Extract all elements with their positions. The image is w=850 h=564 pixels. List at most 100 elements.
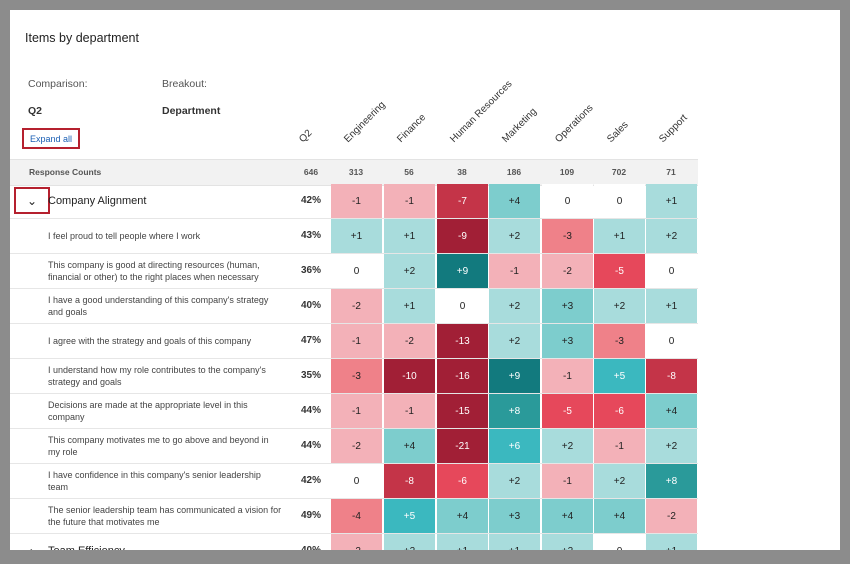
item-label: The senior leadership team has communica… <box>48 505 282 527</box>
heat-cell: +1 <box>384 219 435 253</box>
column-header: Marketing <box>500 106 540 145</box>
item-label: I feel proud to tell people where I work <box>48 231 201 241</box>
counts-row <box>10 159 698 186</box>
item-label: I have confidence in this company's seni… <box>48 470 261 492</box>
response-count: 109 <box>559 167 575 177</box>
heat-cell: +4 <box>384 429 435 463</box>
heat-cell: +1 <box>646 534 697 550</box>
column-header: Sales <box>605 119 631 145</box>
heat-cell: 0 <box>594 534 645 550</box>
score: 40% <box>291 545 331 550</box>
heat-cell: +3 <box>489 499 540 533</box>
heat-cell: +2 <box>646 429 697 463</box>
heat-cell: -4 <box>331 499 382 533</box>
heat-cell: -15 <box>437 394 488 428</box>
modal-title: Items by department <box>25 31 139 45</box>
row-divider <box>10 498 698 499</box>
heat-cell: +2 <box>489 219 540 253</box>
comparison-value: Q2 <box>28 105 43 117</box>
row-divider <box>10 533 698 534</box>
heat-cell: -8 <box>384 464 435 498</box>
heat-cell: -1 <box>331 394 382 428</box>
comparison-label: Comparison: <box>28 78 88 90</box>
heat-cell: +4 <box>542 499 593 533</box>
heat-cell: +2 <box>594 289 645 323</box>
heat-cell: +4 <box>437 499 488 533</box>
heat-cell: -16 <box>437 359 488 393</box>
score: 44% <box>300 440 321 451</box>
heat-cell: +5 <box>594 359 645 393</box>
modal: Items by department Comparison: Q2 Break… <box>10 10 840 550</box>
score: 36% <box>300 265 321 276</box>
row-divider <box>10 218 698 219</box>
heat-cell: +9 <box>437 254 488 288</box>
heat-cell: +4 <box>646 394 697 428</box>
item-label: This company motivates me to go above an… <box>48 435 269 457</box>
score: 40% <box>300 300 321 311</box>
heat-cell: -13 <box>437 324 488 358</box>
heat-cell: +2 <box>489 324 540 358</box>
score: 49% <box>300 510 321 521</box>
heat-cell: -7 <box>437 184 488 218</box>
response-count: 56 <box>404 167 414 177</box>
heat-cell: -1 <box>331 184 382 218</box>
heat-cell: +6 <box>489 429 540 463</box>
heat-cell: -21 <box>437 429 488 463</box>
row-divider <box>10 393 698 394</box>
breakout-value: Department <box>162 105 221 117</box>
heat-cell: -1 <box>542 359 593 393</box>
collapse-button[interactable]: ⌄ <box>14 187 50 214</box>
heat-cell: -3 <box>594 324 645 358</box>
response-count: 646 <box>303 167 319 177</box>
item-label: Decisions are made at the appropriate le… <box>48 400 248 422</box>
heat-cell: -2 <box>646 499 697 533</box>
score: 43% <box>300 230 321 241</box>
heat-cell: +3 <box>542 289 593 323</box>
item-label: I understand how my role contributes to … <box>48 365 266 387</box>
heat-cell: +8 <box>489 394 540 428</box>
heat-cell: +1 <box>437 534 488 550</box>
heat-cell: -8 <box>646 359 697 393</box>
item-label: This company is good at directing resour… <box>48 260 260 282</box>
row-divider <box>10 358 698 359</box>
heat-cell: +4 <box>594 499 645 533</box>
item-label: I agree with the strategy and goals of t… <box>48 336 252 346</box>
heat-cell: +1 <box>646 184 697 218</box>
heat-cell: -2 <box>542 254 593 288</box>
heat-cell: +1 <box>489 534 540 550</box>
heat-cell: 0 <box>437 289 488 323</box>
heat-cell: +1 <box>384 289 435 323</box>
breakout-label: Breakout: <box>162 78 207 90</box>
expand-button[interactable]: › <box>30 544 34 550</box>
heat-cell: -2 <box>331 289 382 323</box>
heat-cell: +2 <box>384 254 435 288</box>
row-divider <box>10 463 698 464</box>
heat-cell: -2 <box>331 534 382 550</box>
expand-all-button[interactable]: Expand all <box>22 128 80 149</box>
response-count: 313 <box>348 167 364 177</box>
heat-cell: 0 <box>331 254 382 288</box>
heat-cell: +2 <box>542 534 593 550</box>
heat-cell: +8 <box>646 464 697 498</box>
heat-cell: +2 <box>384 534 435 550</box>
row-divider <box>10 323 698 324</box>
heat-cell: +4 <box>489 184 540 218</box>
counts-label: Response Counts <box>29 167 102 177</box>
heat-cell: +1 <box>594 219 645 253</box>
score: 47% <box>300 335 321 346</box>
heat-cell: 0 <box>646 324 697 358</box>
score: 35% <box>300 370 321 381</box>
heat-cell: 0 <box>594 184 645 218</box>
row-divider <box>10 288 698 289</box>
heat-cell: -1 <box>384 394 435 428</box>
column-header: Q2 <box>297 127 315 145</box>
heat-cell: +2 <box>542 429 593 463</box>
row-divider <box>10 253 698 254</box>
heat-cell: -5 <box>542 394 593 428</box>
score: 44% <box>300 405 321 416</box>
heat-cell: -1 <box>542 464 593 498</box>
column-header: Finance <box>395 112 429 145</box>
group-label: Team Efficiency <box>48 534 283 550</box>
response-count: 38 <box>457 167 467 177</box>
heat-cell: -2 <box>331 429 382 463</box>
